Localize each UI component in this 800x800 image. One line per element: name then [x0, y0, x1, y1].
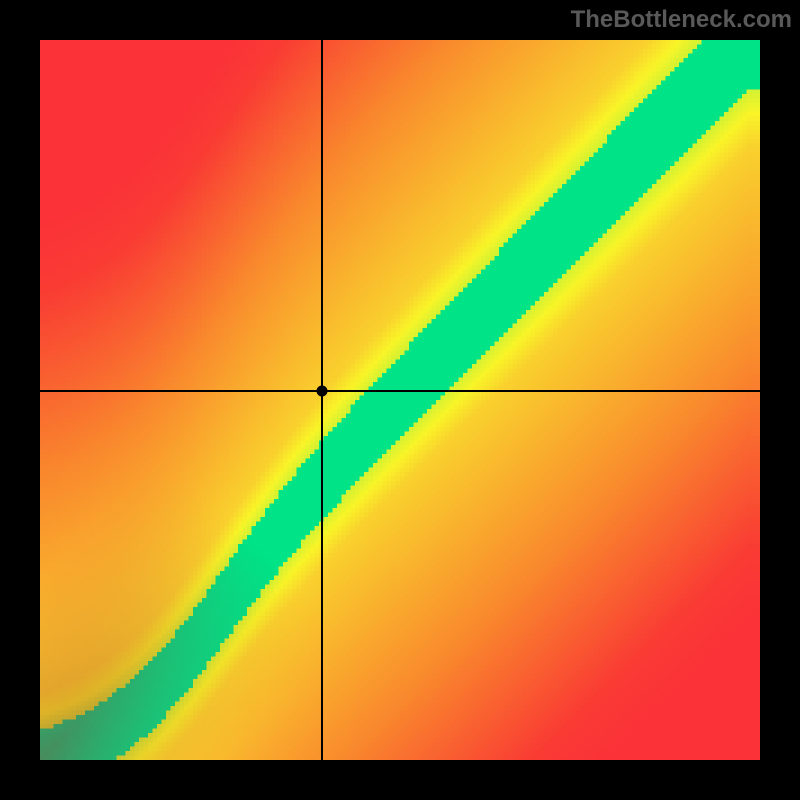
- heatmap-canvas: [40, 40, 760, 760]
- crosshair-horizontal: [40, 390, 760, 392]
- chart-frame: TheBottleneck.com: [0, 0, 800, 800]
- watermark-text: TheBottleneck.com: [571, 6, 792, 34]
- crosshair-vertical: [321, 40, 323, 760]
- crosshair-marker: [317, 386, 328, 397]
- plot-area: [40, 40, 760, 760]
